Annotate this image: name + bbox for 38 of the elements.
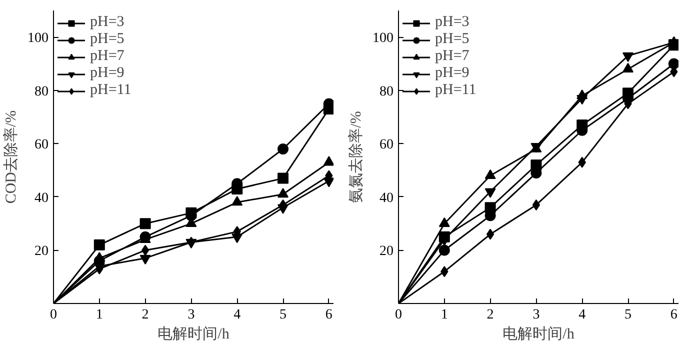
x-tick-label: 6 [325, 308, 332, 322]
legend-label: pH=5 [90, 31, 124, 48]
y-axis-title: 氨氮去除率/% [348, 111, 364, 203]
legend-label: pH=9 [435, 65, 470, 82]
y-tick-label: 40 [380, 190, 394, 206]
legend-label: pH=7 [435, 48, 470, 65]
y-tick-label: 40 [34, 190, 48, 206]
x-axis-title: 电解时间/h [158, 326, 230, 342]
x-tick-label: 5 [624, 308, 632, 322]
x-tick-label: 4 [234, 308, 241, 322]
x-tick-label: 3 [188, 308, 195, 322]
legend-label: pH=11 [435, 82, 476, 99]
x-tick-label: 4 [578, 308, 586, 322]
x-tick-label: 1 [440, 308, 448, 322]
x-tick-label: 1 [96, 308, 103, 322]
legend-label: pH=9 [90, 65, 124, 82]
y-tick-label: 80 [34, 84, 48, 100]
x-tick-label: 2 [486, 308, 494, 322]
y-tick-label: 80 [380, 84, 394, 100]
y-tick-label: 20 [34, 244, 48, 260]
legend-label: pH=5 [435, 31, 470, 48]
y-tick-label: 60 [380, 138, 394, 153]
y-tick-label: 20 [380, 244, 394, 260]
x-tick-label: 3 [532, 308, 540, 322]
x-tick-label: 5 [280, 308, 287, 322]
y-tick-label: 60 [34, 138, 48, 153]
y-tick-label: 100 [28, 31, 48, 46]
x-tick-label: 6 [670, 308, 678, 322]
y-tick-label: 100 [372, 31, 394, 46]
x-tick-label: 2 [142, 308, 149, 322]
legend-label: pH=3 [435, 14, 470, 31]
x-axis-title: 电解时间/h [502, 326, 575, 342]
x-tick-label: 0 [50, 308, 57, 322]
y-axis-title: COD去除率/% [2, 110, 20, 204]
legend-label: pH=7 [90, 48, 124, 65]
legend-label: pH=11 [90, 82, 132, 99]
x-tick-label: 0 [395, 308, 402, 322]
legend-label: pH=3 [90, 14, 124, 31]
